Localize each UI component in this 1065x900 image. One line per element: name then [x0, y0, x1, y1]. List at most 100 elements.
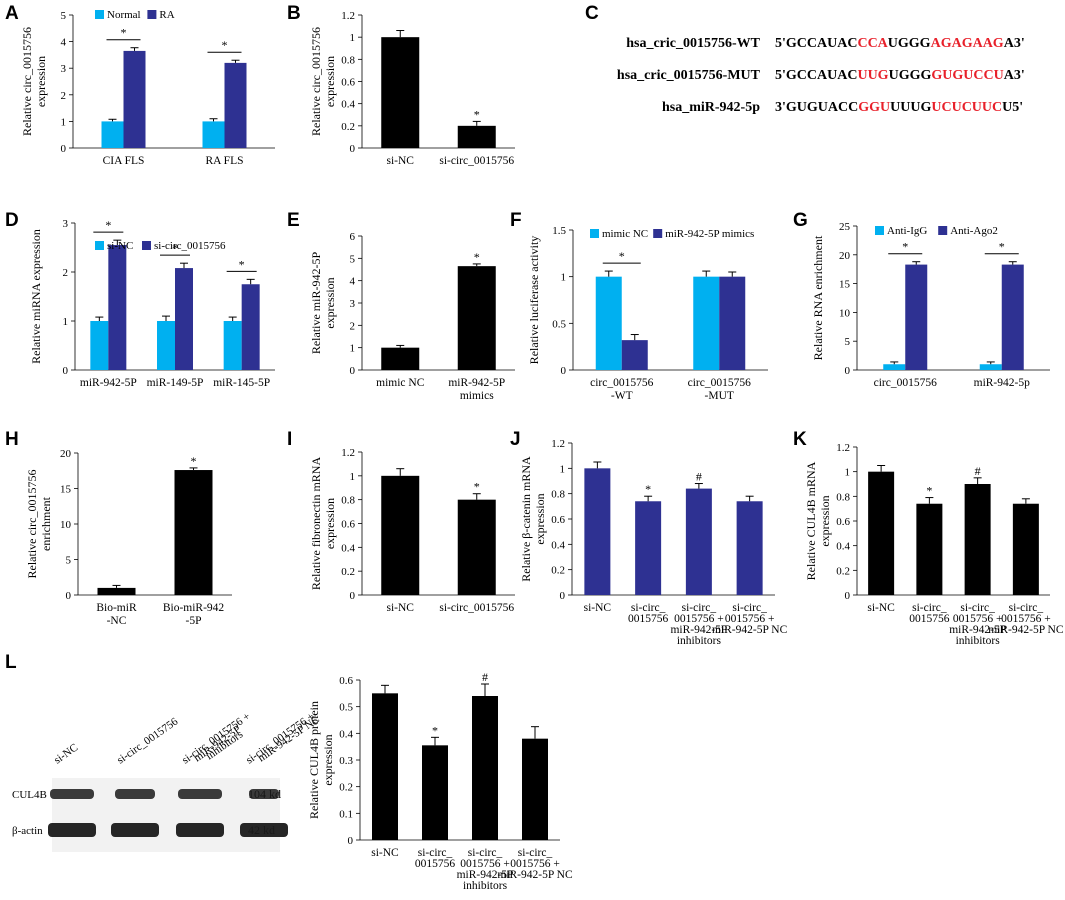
bar: [174, 470, 213, 595]
y-tick-label: 0.6: [341, 77, 355, 89]
western-blot: si-NC si-circ_0015756 si-circ_0015756 +miR…: [12, 710, 322, 852]
y-tick-label: 20: [60, 448, 72, 460]
x-tick-label: -MUT: [705, 390, 734, 402]
sequence-name: hsa_cric_0015756-MUT: [617, 68, 761, 83]
y-tick-label: 0.4: [551, 539, 565, 551]
y-axis-label: Relative CUL4B mRNA: [804, 461, 818, 580]
bar: [868, 471, 895, 595]
sequence: 3'GUGUACCGGUUUUGUCUCUUCU5': [775, 100, 1023, 115]
bar: [472, 696, 498, 840]
sequence-segment: UGGG: [888, 36, 931, 51]
chart-j: 0 0.2 0.4 0.6 0.8 1 1.2 Relative β-catenin mRNA…: [519, 438, 788, 647]
y-tick-label: 1: [350, 32, 356, 44]
significance-mark: *: [121, 26, 127, 40]
y-tick-label: 1: [560, 463, 566, 475]
y-tick-label: 0.2: [551, 565, 565, 577]
bar: [979, 364, 1002, 370]
bar: [736, 501, 763, 595]
x-tick-label: miR-942-5P NC: [988, 624, 1064, 636]
y-tick-label: 1.2: [836, 442, 850, 454]
panel-letter-b: B: [287, 3, 301, 24]
y-tick-label: 0.2: [836, 565, 850, 577]
y-tick-label: 1.2: [341, 10, 355, 22]
bar: [381, 347, 420, 370]
blot-band: [111, 823, 159, 837]
chart-k: 0 0.2 0.4 0.6 0.8 1 1.2 Relative CUL4B mRNA expr…: [804, 442, 1064, 647]
y-tick-label: 0.2: [341, 121, 355, 133]
sequence-segment: 5'GCCAUAC: [775, 68, 857, 83]
significance-mark: *: [222, 38, 228, 52]
panel-letter-k: K: [793, 429, 807, 450]
x-tick-label: mimics: [460, 390, 494, 402]
sequence: 5'GCCAUACUUGUGGGGUGUCCUA3': [775, 68, 1025, 83]
legend-label: RA: [159, 9, 174, 21]
y-tick-label: 0: [845, 365, 851, 377]
y-tick-label: 0.6: [339, 675, 353, 687]
x-tick-label: si-circ_: [1009, 602, 1044, 614]
y-tick-label: 0: [350, 365, 356, 377]
bar: [883, 364, 906, 370]
bar: [123, 50, 146, 148]
significance-mark: *: [172, 241, 178, 255]
x-tick-label: miR-942-5P NC: [497, 869, 573, 881]
y-tick-label: 2: [61, 90, 67, 102]
bar: [224, 62, 247, 148]
x-tick-label: inhibitors: [677, 635, 722, 647]
y-axis-label: Relative CUL4B protein: [307, 701, 321, 819]
chart-d: 0 1 2 3 Relative miRNA expression miR-942-5P m…: [29, 218, 275, 389]
x-tick-label: si-circ_: [468, 847, 503, 859]
binding-site-segment: GGU: [858, 100, 890, 115]
chart-b: 0 0.2 0.4 0.6 0.8 1 1.2 Relative circ_0015756 ex…: [309, 10, 515, 167]
sequence-name: hsa_miR-942-5p: [662, 100, 760, 115]
x-tick-label: 0015756: [628, 613, 669, 625]
sequence-segment: UUUG: [890, 100, 931, 115]
bar: [916, 503, 943, 595]
significance-mark: #: [696, 470, 702, 484]
bar: [223, 321, 242, 370]
bar: [522, 738, 548, 840]
x-tick-label: -NC: [107, 615, 127, 627]
x-tick-label: circ_0015756: [874, 377, 937, 389]
y-tick-label: 2: [350, 320, 356, 332]
x-tick-label: CIA FLS: [103, 155, 145, 167]
legend-swatch: [95, 10, 104, 19]
bar: [457, 125, 496, 148]
x-tick-label: miR-942-5p: [974, 377, 1030, 389]
y-tick-label: 0.8: [341, 54, 355, 66]
chart-h: 0 5 10 15 20 Relative circ_0015756 enrichment B…: [25, 448, 232, 627]
sequence-segment: 3'GUGUACC: [775, 100, 858, 115]
y-tick-label: 4: [350, 276, 356, 288]
x-tick-label: mimic NC: [376, 377, 425, 389]
y-tick-label: 1: [845, 467, 851, 479]
x-tick-label: inhibitors: [463, 880, 508, 892]
y-tick-label: 6: [350, 231, 356, 243]
significance-mark: *: [619, 249, 625, 263]
blot-band: [50, 789, 94, 799]
panel-letter-l: L: [5, 652, 17, 673]
x-tick-label: 0015756 +: [510, 858, 560, 870]
significance-mark: *: [191, 454, 197, 468]
panel-letter-c: C: [585, 3, 599, 24]
y-tick-label: 5: [845, 336, 851, 348]
y-tick-label: 3: [63, 218, 69, 230]
binding-site-segment: UUG: [857, 68, 888, 83]
y-tick-label: 0: [845, 590, 851, 602]
bar: [372, 693, 398, 840]
y-tick-label: 1: [61, 116, 67, 128]
blot-band: [240, 823, 288, 837]
significance-mark: *: [926, 484, 932, 498]
legend-swatch: [142, 241, 151, 250]
legend-label: si-circ_0015756: [154, 240, 226, 252]
y-tick-label: 10: [839, 307, 851, 319]
y-tick-label: 0: [63, 365, 69, 377]
significance-mark: *: [474, 250, 480, 264]
x-tick-label: miR-942-5P: [80, 377, 137, 389]
y-tick-label: 0.3: [339, 755, 353, 767]
significance-mark: *: [474, 480, 480, 494]
x-tick-label: 0015756: [415, 858, 456, 870]
x-tick-label: inhibitors: [956, 635, 1001, 647]
chart-a: 0 1 2 3 4 5 Relative circ_0015756 expression CIA…: [20, 9, 275, 167]
x-tick-label: 0015756: [909, 613, 950, 625]
blot-band: [249, 789, 279, 799]
